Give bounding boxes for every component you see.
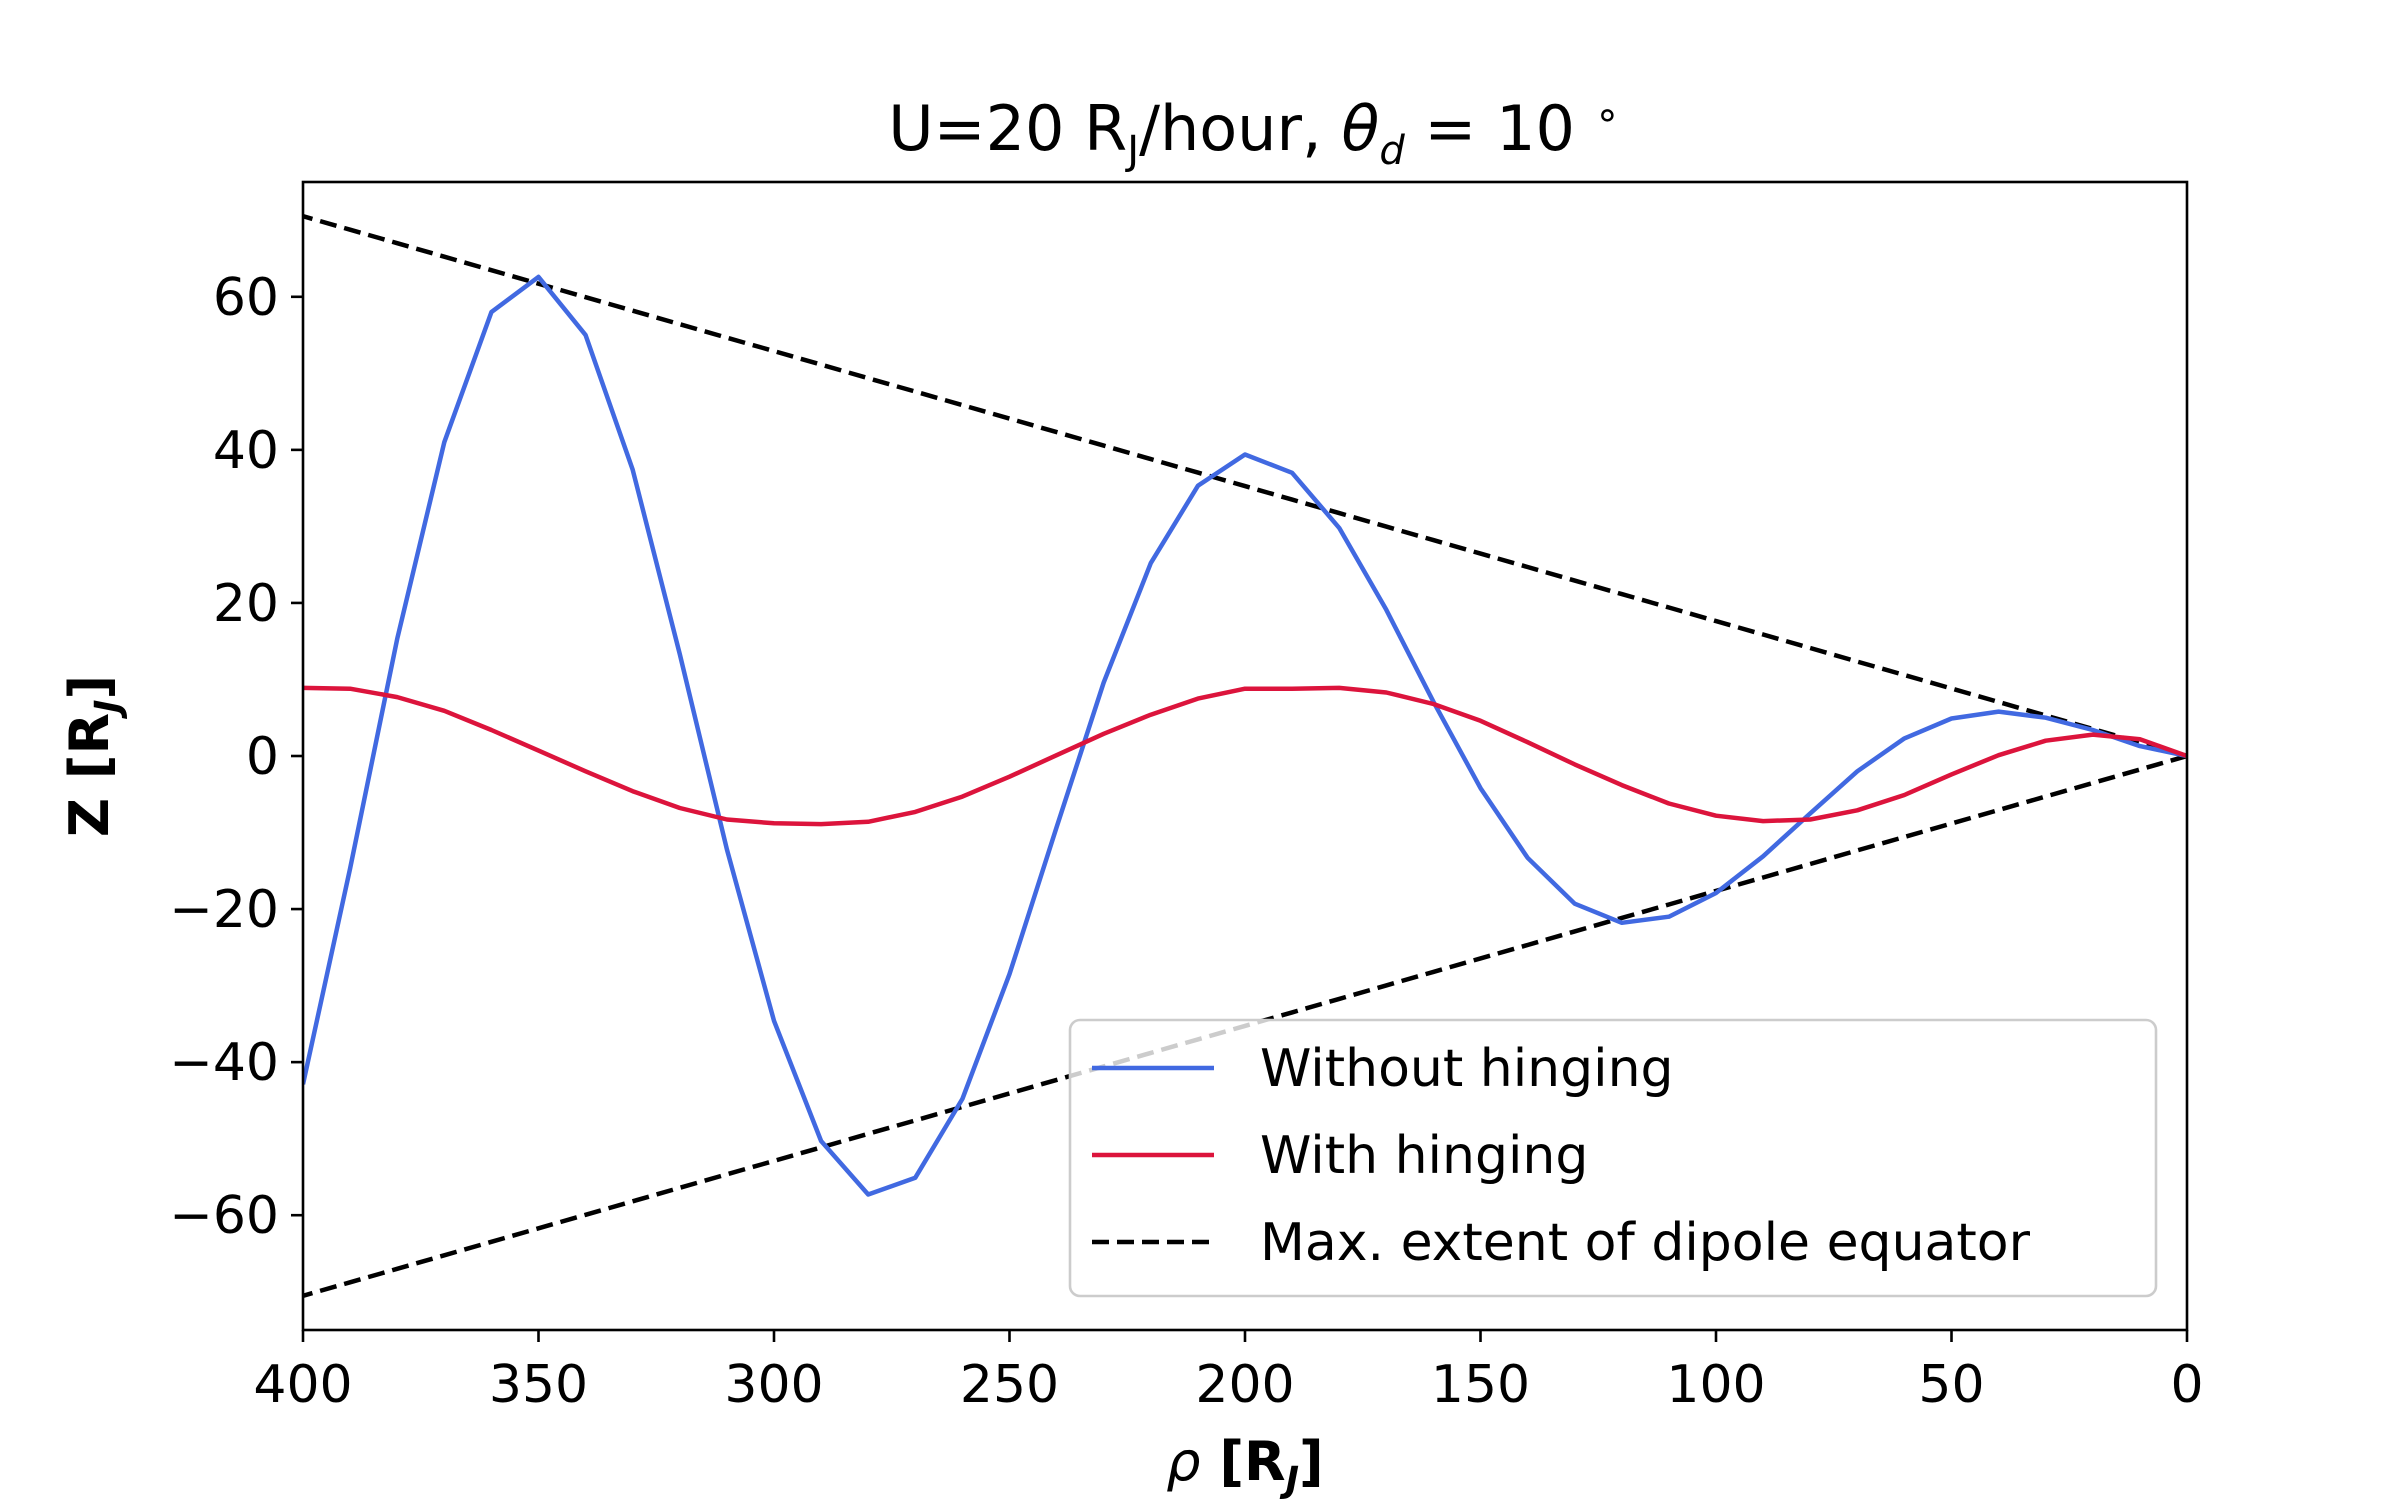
y-tick-label: −40 xyxy=(169,1033,279,1093)
x-tick-label: 300 xyxy=(724,1355,823,1415)
y-tick-label: 20 xyxy=(213,574,279,634)
y-tick-label: −20 xyxy=(169,880,279,940)
x-tick-label: 50 xyxy=(1918,1355,1984,1415)
y-tick-label: 40 xyxy=(213,421,279,481)
x-tick-label: 200 xyxy=(1195,1355,1294,1415)
y-tick-label: 60 xyxy=(213,268,279,328)
y-axis-label: Z [RJ] xyxy=(58,675,129,837)
legend-label-dipole-equator: Max. extent of dipole equator xyxy=(1260,1213,2031,1273)
x-axis-label: ρ [RJ] xyxy=(1166,1430,1323,1500)
legend-label-without-hinging: Without hinging xyxy=(1260,1039,1674,1099)
y-tick-label: 0 xyxy=(246,727,279,787)
legend-box xyxy=(1068,1018,2158,1298)
x-tick-label: 0 xyxy=(2170,1355,2203,1415)
x-tick-label: 250 xyxy=(960,1355,1059,1415)
x-tick-label: 100 xyxy=(1666,1355,1765,1415)
legend-label-with-hinging: With hinging xyxy=(1260,1126,1588,1186)
x-tick-label: 400 xyxy=(253,1355,352,1415)
series-line-max-extent-of-dipole-equator-upper xyxy=(303,214,2187,759)
legend: Without hinging With hinging Max. extent… xyxy=(1068,1018,2158,1298)
y-tick-label: −60 xyxy=(169,1186,279,1246)
x-axis-ticks: 400 350 300 250 200 150 100 50 0 xyxy=(253,1330,2204,1415)
chart-title: U=20 RJ/hour, θd = 10 ∘ xyxy=(888,92,1619,174)
x-tick-label: 150 xyxy=(1431,1355,1530,1415)
y-axis-ticks: 60 40 20 0 −20 −40 −60 xyxy=(169,268,303,1246)
x-tick-label: 350 xyxy=(489,1355,588,1415)
series-line-with-hinging xyxy=(303,685,2187,827)
series-line-without-hinging xyxy=(303,274,2187,1197)
